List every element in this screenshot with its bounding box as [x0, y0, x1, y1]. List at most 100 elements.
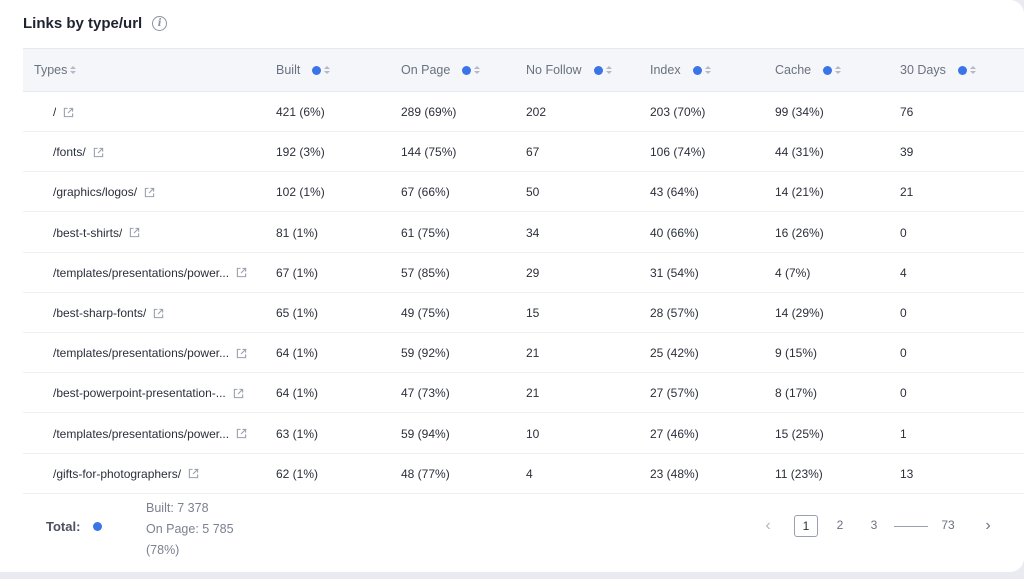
sort-icon[interactable]: [835, 64, 842, 76]
help-dot-icon[interactable]: [93, 522, 103, 531]
help-dot-icon[interactable]: [692, 65, 702, 75]
cell-types[interactable]: /fonts/: [53, 132, 271, 172]
sort-icon[interactable]: [605, 64, 612, 76]
cell-cache: 14 (29%): [775, 293, 824, 333]
help-dot-icon[interactable]: [957, 65, 967, 75]
url-link[interactable]: /templates/presentations/power...: [53, 346, 230, 361]
cell-value: 76: [900, 105, 914, 119]
column-header-label: 30 Days: [900, 63, 946, 77]
cell-value: 62 (1%): [276, 466, 319, 481]
cell-value: 421 (6%): [276, 105, 325, 119]
external-link-icon[interactable]: [153, 308, 164, 319]
column-header-built[interactable]: Built: [276, 49, 331, 91]
external-link-icon[interactable]: [93, 147, 104, 158]
cell-30-days: 0: [900, 293, 907, 333]
cell-built: 62 (1%): [276, 454, 318, 494]
chevron-right-icon[interactable]: ›: [985, 517, 991, 534]
info-icon[interactable]: i: [152, 16, 168, 31]
cell-value: 44 (31%): [775, 145, 824, 160]
chevron-left-icon[interactable]: ‹: [765, 517, 771, 534]
cell-types[interactable]: /templates/presentations/power...: [53, 333, 271, 373]
cell-value: 34: [526, 225, 540, 240]
external-link-icon[interactable]: [236, 348, 247, 359]
total-label: Total:: [46, 519, 103, 534]
help-dot-icon[interactable]: [823, 65, 833, 75]
cell-types[interactable]: /best-powerpoint-presentation-...: [53, 373, 271, 413]
column-header-no-follow[interactable]: No Follow: [526, 49, 612, 91]
cell-types[interactable]: /: [53, 92, 271, 132]
cell-value: 59 (92%): [401, 346, 450, 361]
page-button-1[interactable]: 1: [794, 515, 818, 537]
cell-types[interactable]: /templates/presentations/power...: [53, 253, 271, 293]
url-link[interactable]: /best-t-shirts/: [53, 225, 123, 240]
url-link[interactable]: /gifts-for-photographers/: [53, 466, 182, 481]
external-link-icon[interactable]: [129, 227, 140, 238]
table-row: / 421 (6%) 289 (69%) 202 203 (70%) 99 (34%) 76: [23, 92, 1024, 132]
sort-icon[interactable]: [70, 64, 77, 76]
column-header-label: Cache: [775, 63, 812, 77]
column-header-types[interactable]: Types: [34, 49, 77, 91]
external-link-icon[interactable]: [236, 428, 247, 439]
sort-icon[interactable]: [704, 64, 711, 76]
external-link-icon[interactable]: [236, 267, 247, 278]
url-link[interactable]: /templates/presentations/power...: [53, 426, 230, 441]
external-link-icon[interactable]: [144, 187, 155, 198]
cell-built: 65 (1%): [276, 293, 318, 333]
cell-no-follow: 21: [526, 333, 539, 373]
cell-types[interactable]: /graphics/logos/: [53, 172, 271, 212]
external-link-icon[interactable]: [188, 468, 199, 479]
column-header-on-page[interactable]: On Page: [401, 49, 481, 91]
cell-value: 23 (48%): [650, 466, 699, 481]
cell-value: 21: [526, 346, 540, 361]
column-header-cache[interactable]: Cache: [775, 49, 842, 91]
cell-cache: 14 (21%): [775, 172, 824, 212]
cell-types[interactable]: /gifts-for-photographers/: [53, 454, 271, 494]
url-link[interactable]: /templates/presentations/power...: [53, 265, 230, 280]
cell-types[interactable]: /templates/presentations/power...: [53, 414, 271, 454]
cell-30-days: 21: [900, 172, 913, 212]
card-header: Links by type/url i: [23, 15, 168, 32]
url-link[interactable]: /fonts/: [53, 145, 86, 160]
url-link[interactable]: /graphics/logos/: [53, 185, 138, 200]
sort-icon[interactable]: [324, 64, 331, 76]
url-link[interactable]: /best-powerpoint-presentation-...: [53, 386, 226, 401]
external-link-icon[interactable]: [63, 107, 74, 118]
column-header-30-days[interactable]: 30 Days: [900, 49, 976, 91]
column-header-index[interactable]: Index: [650, 49, 711, 91]
cell-types[interactable]: /best-sharp-fonts/: [53, 293, 271, 333]
cell-value: 21: [526, 386, 540, 401]
cell-value: 59 (94%): [401, 426, 450, 441]
page-button-2[interactable]: 2: [836, 518, 844, 532]
cell-value: 4 (7%): [775, 265, 811, 280]
cell-built: 67 (1%): [276, 253, 318, 293]
help-dot-icon[interactable]: [593, 65, 603, 75]
table-row: /best-sharp-fonts/65 (1%) 49 (75%) 15 28 (5…: [23, 293, 1024, 333]
sort-icon[interactable]: [969, 64, 976, 76]
url-link[interactable]: /: [53, 105, 57, 119]
cell-no-follow: 10: [526, 414, 539, 454]
help-dot-icon[interactable]: [312, 65, 322, 75]
cell-no-follow: 21: [526, 373, 539, 413]
total-on-page-pct: (78%): [146, 543, 180, 557]
external-link-icon[interactable]: [233, 388, 244, 399]
cell-on-page: 48 (77%): [401, 454, 450, 494]
cell-on-page: 59 (92%): [401, 333, 450, 373]
cell-value: 4: [526, 466, 533, 481]
help-dot-icon[interactable]: [462, 65, 472, 75]
url-link[interactable]: /best-sharp-fonts/: [53, 306, 147, 320]
cell-cache: 9 (15%): [775, 333, 817, 373]
cell-index: 31 (54%): [650, 253, 699, 293]
page-button-3[interactable]: 3: [870, 518, 878, 532]
table-row: /best-powerpoint-presentation-... 64 (1%)…: [23, 373, 1024, 414]
page-button-last[interactable]: 73: [941, 518, 955, 532]
cell-cache: 8 (17%): [775, 373, 817, 413]
cell-no-follow: 67: [526, 132, 539, 172]
cell-value: 192 (3%): [276, 145, 325, 160]
cell-no-follow: 29: [526, 253, 539, 293]
cell-30-days: 0: [900, 373, 907, 413]
cell-value: 64 (1%): [276, 386, 319, 401]
cell-types[interactable]: /best-t-shirts/: [53, 213, 271, 253]
sort-icon[interactable]: [474, 64, 481, 76]
cell-value: 81 (1%): [276, 225, 319, 240]
cell-30-days: 39: [900, 132, 913, 172]
